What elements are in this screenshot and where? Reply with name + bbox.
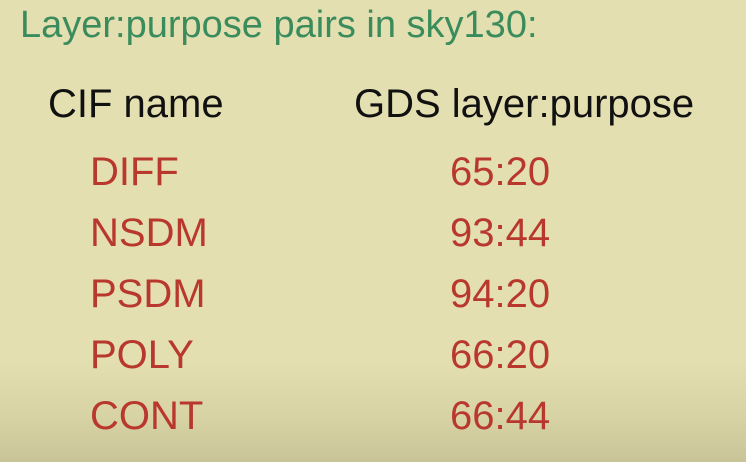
row-value: 93:44 [450, 211, 551, 255]
row-value: 65:20 [450, 150, 551, 194]
row-value: 66:44 [450, 394, 551, 438]
row-name: POLY [90, 333, 194, 377]
header-cif-name: CIF name [48, 82, 224, 126]
row-name: CONT [90, 394, 204, 438]
row-value: 94:20 [450, 272, 551, 316]
row-name: DIFF [90, 150, 179, 194]
slide-title: Layer:purpose pairs in sky130: [20, 4, 538, 46]
row-name: PSDM [90, 272, 206, 316]
row-value: 66:20 [450, 333, 551, 377]
row-name: NSDM [90, 211, 208, 255]
header-gds-layer-purpose: GDS layer:purpose [354, 82, 695, 126]
